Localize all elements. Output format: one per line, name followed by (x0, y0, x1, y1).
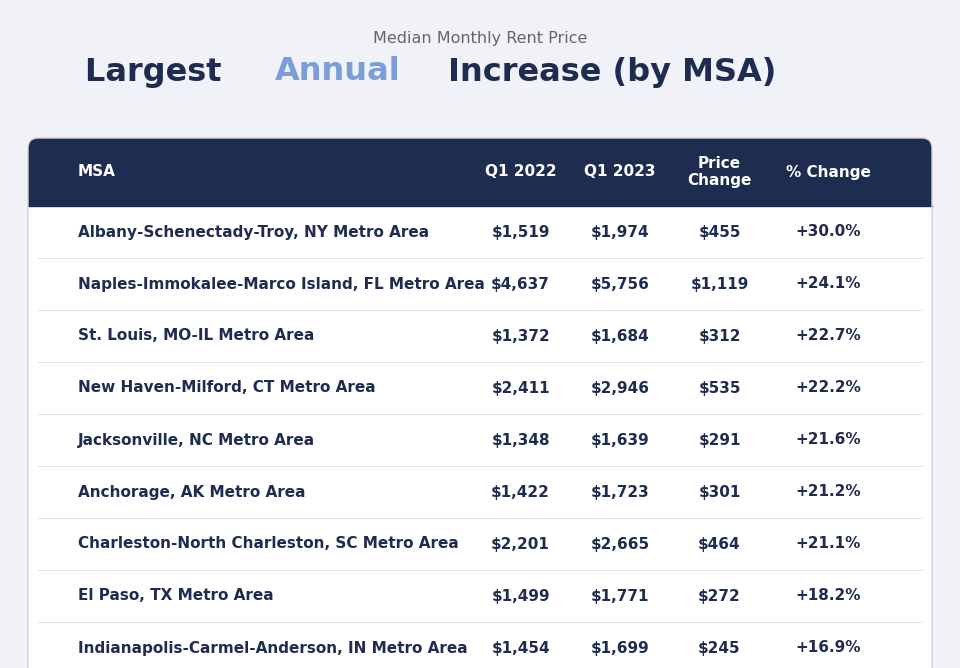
Text: $1,771: $1,771 (590, 589, 649, 603)
Text: $535: $535 (698, 381, 741, 395)
Text: $1,974: $1,974 (590, 224, 649, 240)
Text: $312: $312 (698, 329, 741, 343)
Text: Albany-Schenectady-Troy, NY Metro Area: Albany-Schenectady-Troy, NY Metro Area (78, 224, 429, 240)
Text: $1,454: $1,454 (492, 641, 550, 655)
Text: Charleston-North Charleston, SC Metro Area: Charleston-North Charleston, SC Metro Ar… (78, 536, 459, 552)
Text: $2,665: $2,665 (590, 536, 650, 552)
Text: Median Monthly Rent Price: Median Monthly Rent Price (372, 31, 588, 45)
Text: $1,348: $1,348 (492, 432, 550, 448)
Text: Anchorage, AK Metro Area: Anchorage, AK Metro Area (78, 484, 305, 500)
Text: +24.1%: +24.1% (795, 277, 861, 291)
Text: $245: $245 (698, 641, 741, 655)
FancyBboxPatch shape (28, 138, 932, 206)
Text: El Paso, TX Metro Area: El Paso, TX Metro Area (78, 589, 274, 603)
Text: Increase (by MSA): Increase (by MSA) (438, 57, 777, 88)
Text: $1,723: $1,723 (590, 484, 650, 500)
Text: $1,639: $1,639 (590, 432, 650, 448)
Text: $2,946: $2,946 (590, 381, 650, 395)
Text: $1,422: $1,422 (492, 484, 550, 500)
Text: St. Louis, MO-IL Metro Area: St. Louis, MO-IL Metro Area (78, 329, 314, 343)
Text: Price
Change: Price Change (687, 156, 752, 188)
Text: +21.2%: +21.2% (795, 484, 861, 500)
Text: +16.9%: +16.9% (795, 641, 861, 655)
Text: $272: $272 (698, 589, 741, 603)
Text: Naples-Immokalee-Marco Island, FL Metro Area: Naples-Immokalee-Marco Island, FL Metro … (78, 277, 485, 291)
FancyBboxPatch shape (28, 138, 932, 668)
Text: MSA: MSA (78, 164, 115, 180)
Text: $1,699: $1,699 (590, 641, 650, 655)
Text: Annual: Annual (276, 57, 401, 88)
Text: % Change: % Change (785, 164, 871, 180)
Text: New Haven-Milford, CT Metro Area: New Haven-Milford, CT Metro Area (78, 381, 375, 395)
Text: +21.6%: +21.6% (795, 432, 861, 448)
Text: $1,499: $1,499 (492, 589, 550, 603)
Text: +21.1%: +21.1% (795, 536, 861, 552)
Text: $1,519: $1,519 (492, 224, 550, 240)
Text: Indianapolis-Carmel-Anderson, IN Metro Area: Indianapolis-Carmel-Anderson, IN Metro A… (78, 641, 468, 655)
Text: $2,411: $2,411 (492, 381, 550, 395)
Text: +30.0%: +30.0% (795, 224, 861, 240)
Text: Largest: Largest (84, 57, 232, 88)
Text: Jacksonville, NC Metro Area: Jacksonville, NC Metro Area (78, 432, 315, 448)
Text: +22.7%: +22.7% (795, 329, 861, 343)
Text: $301: $301 (698, 484, 741, 500)
Text: Q1 2023: Q1 2023 (585, 164, 656, 180)
Text: $5,756: $5,756 (590, 277, 650, 291)
Text: Q1 2022: Q1 2022 (485, 164, 557, 180)
Text: $291: $291 (698, 432, 741, 448)
Text: $1,372: $1,372 (492, 329, 550, 343)
Text: $1,684: $1,684 (590, 329, 650, 343)
Text: $1,119: $1,119 (690, 277, 749, 291)
Text: $464: $464 (698, 536, 741, 552)
Text: +22.2%: +22.2% (795, 381, 861, 395)
Text: $2,201: $2,201 (492, 536, 550, 552)
Text: $4,637: $4,637 (492, 277, 550, 291)
Text: +18.2%: +18.2% (795, 589, 861, 603)
Bar (28, 172, 932, 206)
Text: $455: $455 (698, 224, 741, 240)
